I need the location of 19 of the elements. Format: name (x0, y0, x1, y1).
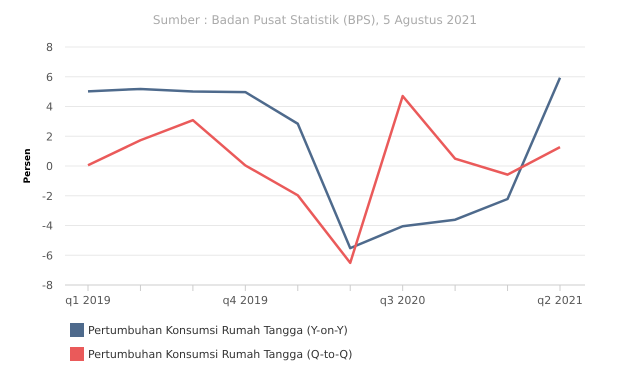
chart-subtitle: Sumber : Badan Pusat Statistik (BPS), 5 Agustus 2021 (152, 13, 478, 27)
x-tick-label: q1 2019 (65, 294, 111, 307)
y-axis-title: Persen (23, 148, 33, 184)
legend-label: Pertumbuhan Konsumsi Rumah Tangga (Y-on-Y) (88, 324, 348, 337)
y-tick-label: -8 (42, 279, 53, 292)
line-series (86, 94, 562, 264)
x-tick-label: q2 2021 (537, 294, 583, 307)
y-tick-label: 6 (46, 70, 53, 84)
y-tick-label: -4 (42, 220, 53, 232)
y-tick-label: 4 (46, 100, 53, 114)
x-tick-label: q4 2019 (222, 294, 268, 307)
y-tick-label: 0 (46, 160, 53, 173)
y-tick-label: 2 (46, 130, 53, 144)
y-tick-label: 8 (46, 41, 53, 54)
y-tick-label: -6 (42, 249, 53, 262)
line-series (86, 76, 562, 250)
legend-label: Pertumbuhan Konsumsi Rumah Tangga (Q-to-Q) (88, 348, 352, 361)
x-tick-label: q3 2020 (380, 294, 426, 307)
y-tick-label: -2 (42, 190, 53, 203)
